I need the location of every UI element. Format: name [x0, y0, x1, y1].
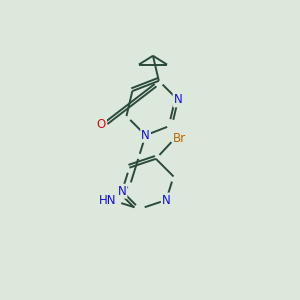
Text: N: N [162, 194, 171, 207]
Text: O: O [97, 118, 106, 131]
Text: HN: HN [99, 194, 116, 207]
Text: N: N [174, 93, 182, 106]
Text: N: N [141, 129, 150, 142]
Text: Br: Br [173, 132, 186, 145]
Text: N: N [118, 185, 126, 198]
